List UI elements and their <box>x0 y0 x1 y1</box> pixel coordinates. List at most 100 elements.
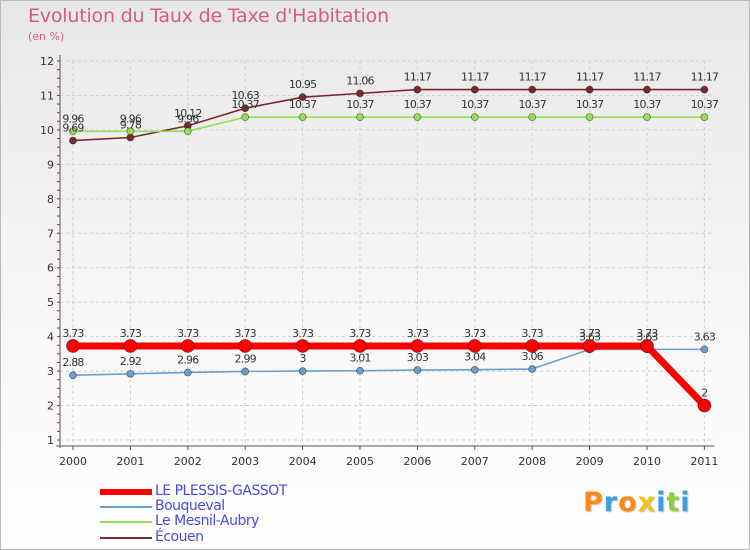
chart-title: Evolution du Taux de Taxe d'Habitation <box>28 5 389 27</box>
data-label: 11.17 <box>576 71 604 84</box>
data-point <box>183 127 192 136</box>
data-label: 11.17 <box>691 71 719 84</box>
data-label: 11.17 <box>404 71 432 84</box>
data-label: 10.37 <box>691 98 719 111</box>
data-point <box>241 367 250 376</box>
series-line-0 <box>73 342 707 408</box>
y-tick-label: 4 <box>47 331 54 344</box>
data-point <box>356 89 364 98</box>
y-tick-label: 10 <box>40 124 54 137</box>
data-point <box>413 113 422 122</box>
logo-letter: i <box>680 487 691 518</box>
logo-letter: r <box>603 487 619 518</box>
x-tick-label: 2002 <box>174 455 202 468</box>
data-point <box>66 339 80 353</box>
y-tick-label: 12 <box>40 55 54 68</box>
data-point <box>356 113 364 122</box>
data-point <box>123 339 138 353</box>
data-label: 3.01 <box>349 352 370 365</box>
data-label: 2 <box>701 387 707 400</box>
data-point <box>470 113 479 122</box>
data-label: 11.17 <box>461 71 489 84</box>
chart-subtitle: (en %) <box>28 30 65 43</box>
data-point <box>183 368 192 377</box>
data-point <box>700 85 709 94</box>
data-label: 3.04 <box>464 351 486 364</box>
data-label: 3.73 <box>292 327 314 340</box>
x-tick-label: 2001 <box>116 455 144 468</box>
y-tick-label: 8 <box>47 193 54 206</box>
data-point <box>241 104 250 113</box>
data-label: 3.73 <box>522 327 544 340</box>
data-point <box>69 127 77 136</box>
data-label: 2.96 <box>177 353 199 366</box>
data-label: 2.99 <box>235 352 257 365</box>
data-label: 3.73 <box>177 327 199 340</box>
data-label: 10.37 <box>576 98 604 111</box>
data-point <box>295 339 310 353</box>
data-point <box>410 339 425 353</box>
legend-swatch <box>100 521 152 523</box>
data-label: 3.73 <box>636 327 658 340</box>
logo-letter: x <box>637 487 657 518</box>
series-line-3 <box>72 88 705 142</box>
x-tick-label: 2003 <box>231 455 259 468</box>
data-label: 3.03 <box>407 351 429 364</box>
data-point <box>69 371 77 380</box>
data-label: 10.37 <box>346 98 374 111</box>
x-tick-label: 2011 <box>690 455 718 468</box>
data-label: 9.78 <box>120 118 142 131</box>
logo-letter: i <box>656 487 667 518</box>
data-label: 11.06 <box>346 74 374 87</box>
logo-letter: P <box>583 487 604 518</box>
y-tick-label: 9 <box>47 158 54 171</box>
data-point <box>356 366 364 375</box>
data-point <box>700 345 709 354</box>
data-label: 10.37 <box>518 98 546 111</box>
data-label: 3.73 <box>407 327 429 340</box>
data-point <box>643 85 651 94</box>
x-tick-label: 2005 <box>346 455 374 468</box>
data-point <box>467 339 482 353</box>
data-point <box>470 365 479 374</box>
data-point <box>238 339 253 353</box>
data-label: 2.88 <box>62 356 84 369</box>
logo-letter: t <box>666 487 681 518</box>
data-point <box>585 113 594 122</box>
data-label: 3.63 <box>636 330 658 343</box>
y-tick-label: 1 <box>47 434 54 447</box>
y-tick-label: 2 <box>47 400 54 413</box>
data-label: 10.37 <box>461 98 489 111</box>
data-label: 10.37 <box>289 98 317 111</box>
data-point <box>700 113 709 122</box>
data-label: 10.12 <box>174 107 202 120</box>
legend-swatch <box>100 489 152 495</box>
data-label: 9.96 <box>120 112 142 125</box>
logo-letter: o <box>618 487 638 518</box>
data-point <box>470 85 479 94</box>
data-label: 3.73 <box>349 327 371 340</box>
x-tick-label: 2010 <box>633 455 661 468</box>
proxiti-logo: Proxiti <box>583 487 691 518</box>
data-point <box>582 339 597 353</box>
x-tick-label: 2000 <box>59 455 87 468</box>
data-label: 3.63 <box>694 330 716 343</box>
data-point <box>126 127 135 136</box>
x-tick-label: 2004 <box>289 455 317 468</box>
data-label: 10.37 <box>404 98 432 111</box>
data-point <box>528 365 537 373</box>
data-point <box>525 339 540 353</box>
series-line-2 <box>73 116 705 133</box>
data-point <box>353 339 367 353</box>
data-label: 11.17 <box>633 71 661 84</box>
data-label: 10.37 <box>633 98 661 111</box>
data-point <box>413 366 422 374</box>
data-point <box>298 113 307 122</box>
data-point <box>69 136 77 145</box>
data-label: 3.73 <box>579 327 601 340</box>
legend-label: LE PLESSIS-GASSOT <box>155 483 287 499</box>
y-tick-label: 6 <box>47 262 54 275</box>
series-line-1 <box>72 348 705 377</box>
data-label: 3.73 <box>120 327 142 340</box>
